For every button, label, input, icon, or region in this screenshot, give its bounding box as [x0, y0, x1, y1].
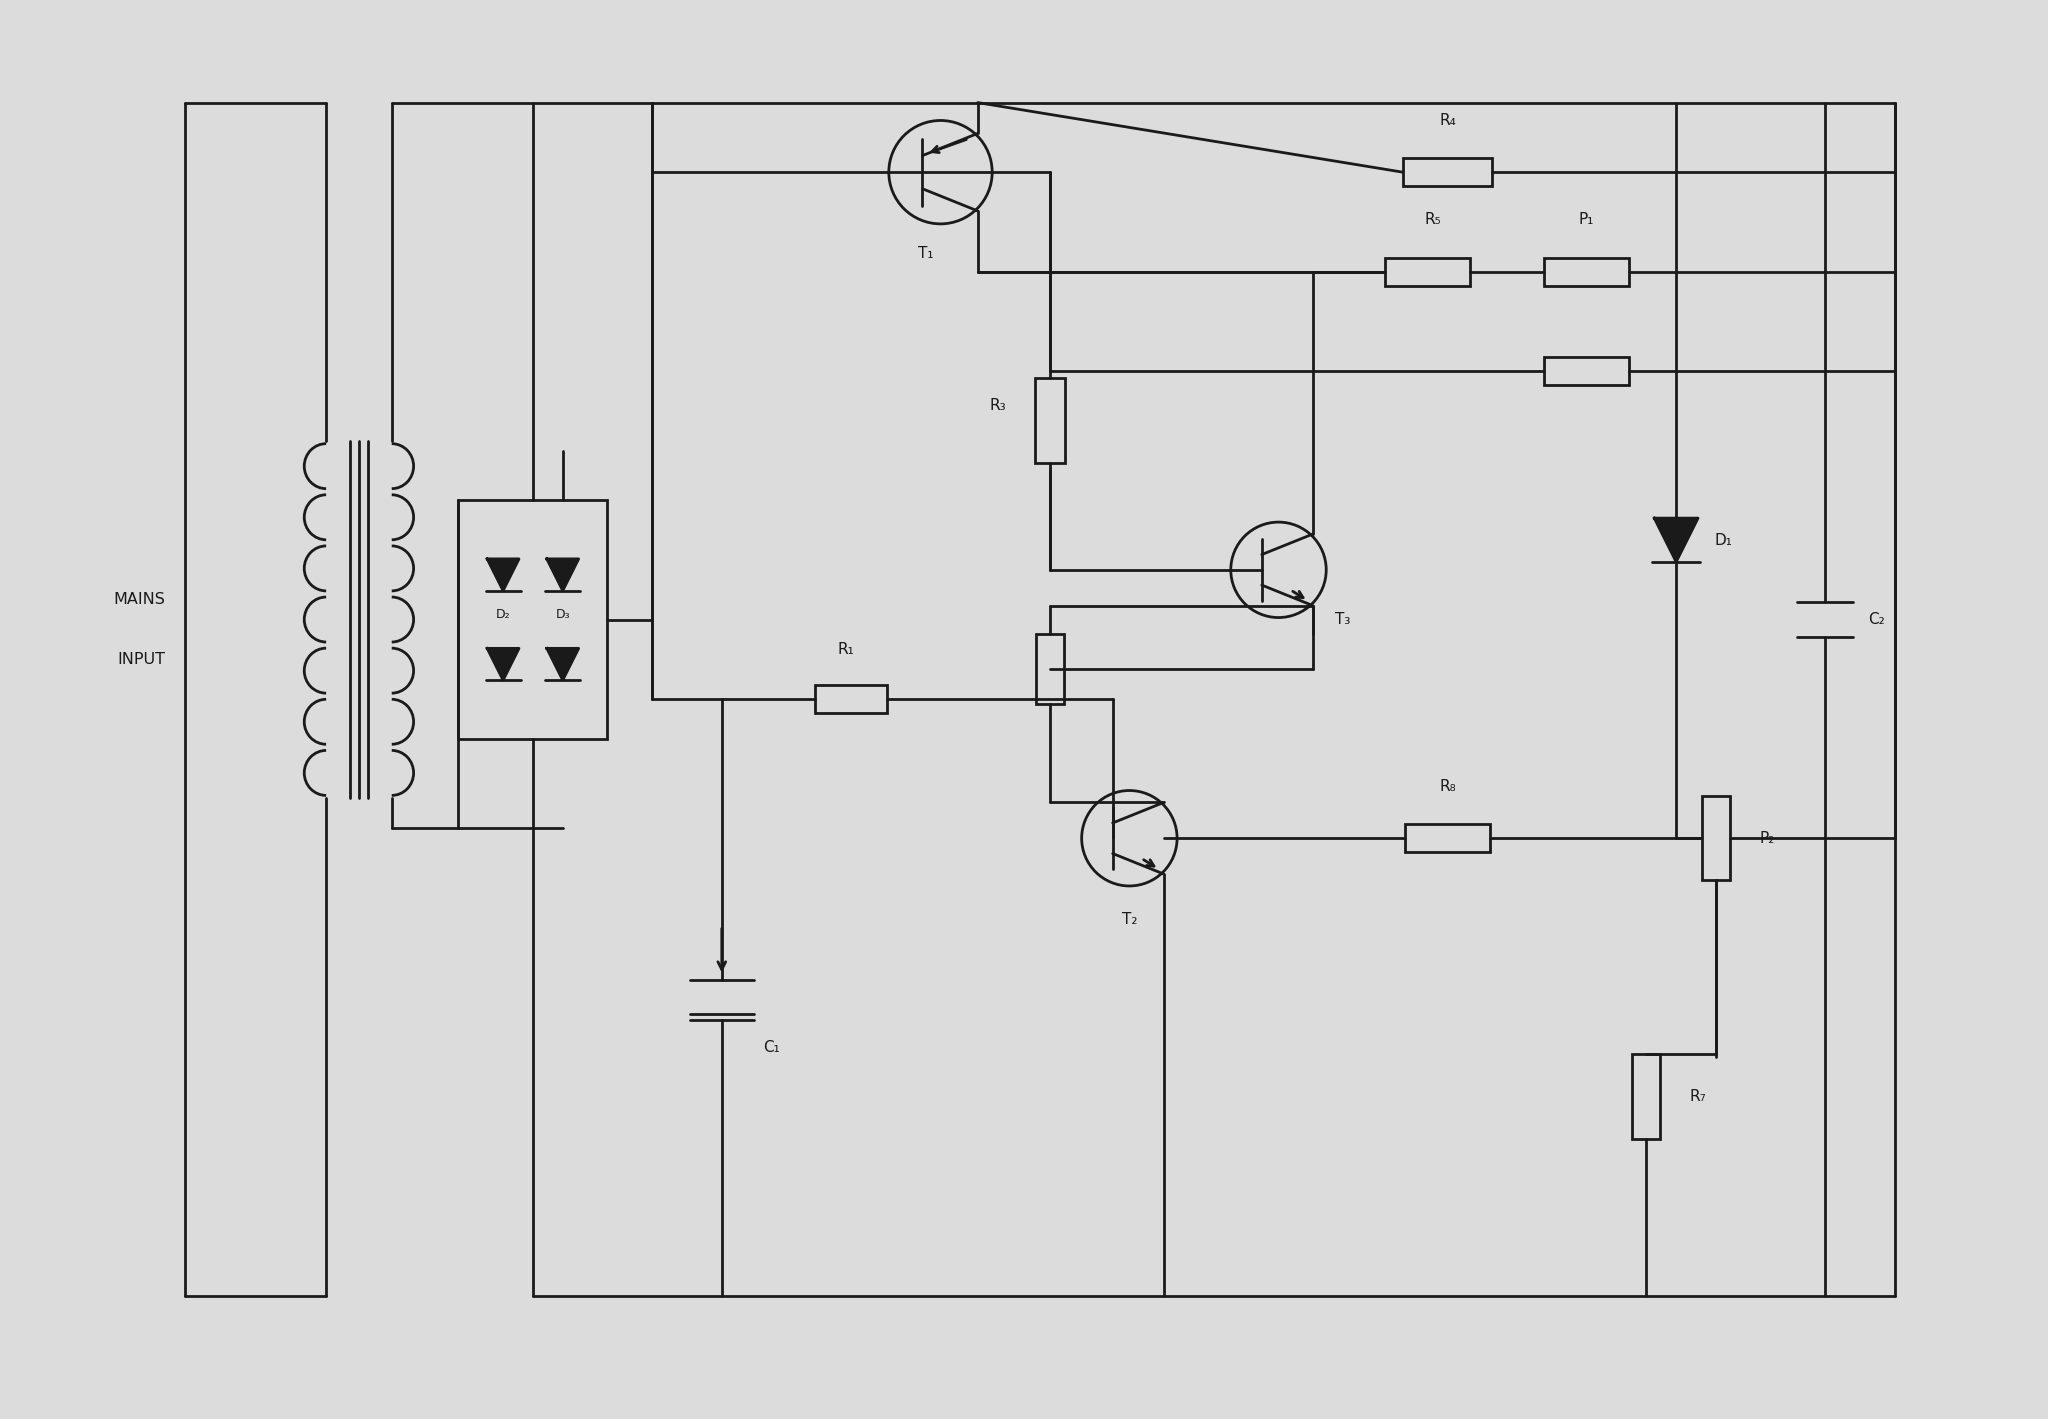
- Text: R₇: R₇: [1690, 1090, 1706, 1104]
- Bar: [459, 501, 608, 739]
- Text: MAINS: MAINS: [113, 592, 166, 607]
- Bar: [815, 685, 887, 712]
- Bar: [1632, 1054, 1661, 1139]
- Polygon shape: [487, 559, 518, 590]
- Text: R₄: R₄: [1440, 114, 1456, 128]
- Polygon shape: [547, 648, 580, 680]
- Bar: [1702, 796, 1731, 881]
- Text: D₂: D₂: [496, 609, 510, 622]
- Text: R₃: R₃: [989, 399, 1006, 413]
- Text: D₃: D₃: [555, 609, 569, 622]
- Bar: [1034, 379, 1065, 463]
- Polygon shape: [487, 648, 518, 680]
- Text: R₁: R₁: [838, 641, 854, 657]
- Text: T₂: T₂: [1122, 912, 1137, 927]
- Polygon shape: [1655, 518, 1698, 562]
- Text: P₁: P₁: [1579, 213, 1593, 227]
- Text: INPUT: INPUT: [117, 651, 166, 667]
- Text: T₃: T₃: [1335, 612, 1352, 627]
- Text: T₁: T₁: [918, 245, 934, 261]
- Text: R₅: R₅: [1423, 213, 1442, 227]
- Bar: [1405, 824, 1489, 853]
- Text: R₈: R₈: [1440, 779, 1456, 795]
- Bar: [1384, 258, 1470, 285]
- Bar: [1544, 258, 1628, 285]
- Bar: [1544, 358, 1628, 385]
- Text: D₁: D₁: [1714, 532, 1733, 548]
- Polygon shape: [547, 559, 580, 590]
- Text: P₂: P₂: [1759, 830, 1776, 846]
- Text: C₂: C₂: [1868, 612, 1886, 627]
- Text: C₁: C₁: [764, 1040, 780, 1054]
- Bar: [1403, 159, 1493, 186]
- Bar: [1036, 634, 1063, 704]
